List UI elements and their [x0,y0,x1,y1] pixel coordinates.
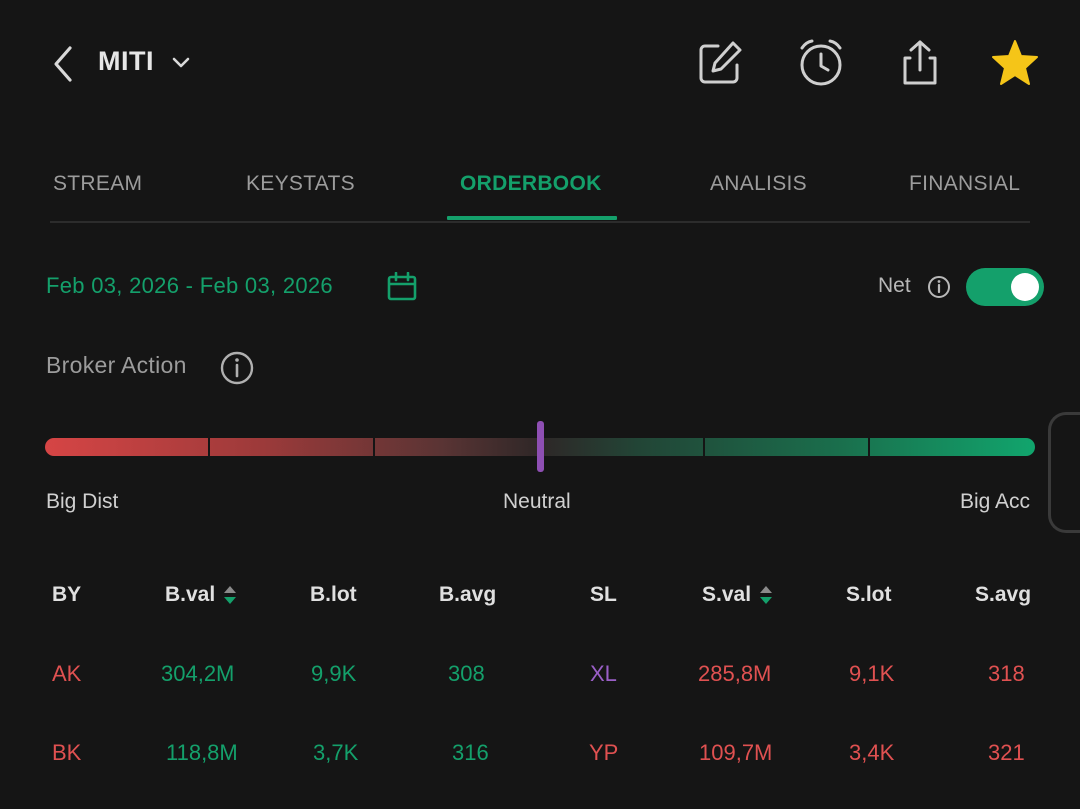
date-range[interactable]: Feb 03, 2026 - Feb 03, 2026 [46,273,333,298]
sort-icon [760,586,773,605]
share-button[interactable] [896,38,944,88]
gauge-label-big-acc: Big Acc [960,490,1031,513]
tab-orderbook[interactable]: ORDERBOOK [460,172,602,195]
column-header-by: BY [52,583,82,606]
seller-code[interactable]: YP [589,740,619,765]
column-header-bavg: B.avg [439,583,497,606]
star-icon [992,40,1038,85]
tab-analisis[interactable]: ANALISIS [710,172,807,195]
watchlist-star-button[interactable] [990,38,1038,88]
sell-lot: 9,1K [849,661,895,686]
column-header-blot: B.lot [310,583,357,606]
back-icon [54,46,72,82]
sort-icon [224,586,237,605]
column-header-savg: S.avg [975,583,1032,606]
alarm-button[interactable] [797,38,845,88]
net-label: Net [878,274,911,297]
toggle-knob [1011,273,1039,301]
column-header-sval-label: S.val [702,583,752,606]
buy-average: 308 [448,661,485,686]
ticker-symbol[interactable]: MITI [98,46,154,76]
tab-divider [50,221,1030,223]
column-header-slot: S.lot [846,583,892,606]
net-toggle[interactable] [966,268,1044,306]
chevron-down-icon [172,57,190,68]
tab-finansial[interactable]: FINANSIAL [909,172,1021,195]
active-tab-indicator [447,216,617,220]
gauge-segment-divider [373,438,375,456]
buyer-code[interactable]: BK [52,740,82,765]
column-header-sl: SL [590,583,617,606]
column-header-sval[interactable]: S.val [702,583,773,607]
side-panel-handle[interactable] [1048,412,1080,533]
gauge-marker [536,421,544,472]
column-header-bval-label: B.val [165,583,216,606]
sell-value: 285,8M [698,661,772,686]
sell-value: 109,7M [699,740,773,765]
info-icon [220,351,254,385]
sell-average: 318 [988,661,1025,686]
gauge-segment-divider [868,438,870,456]
tab-keystats[interactable]: KEYSTATS [246,172,355,195]
broker-action-title: Broker Action [46,352,187,378]
seller-code[interactable]: XL [590,661,617,686]
gauge-label-big-dist: Big Dist [46,490,119,513]
buy-value: 118,8M [166,740,238,765]
edit-icon [699,41,742,84]
tab-stream[interactable]: STREAM [53,172,143,195]
buyer-code[interactable]: AK [52,661,82,686]
info-icon [928,276,950,298]
gauge-label-neutral: Neutral [503,490,571,513]
buy-value: 304,2M [161,661,235,686]
sell-average: 321 [988,740,1025,765]
column-header-bval[interactable]: B.val [165,583,237,607]
buy-lot: 3,7K [313,740,359,765]
calendar-button[interactable] [386,271,418,302]
edit-button[interactable] [696,38,744,88]
alarm-icon [800,39,842,86]
sell-lot: 3,4K [849,740,895,765]
net-info-button[interactable] [927,275,951,299]
ticker-dropdown[interactable] [170,52,192,74]
broker-action-info-button[interactable] [219,350,255,386]
back-button[interactable] [48,44,84,84]
buy-average: 316 [452,740,489,765]
buy-lot: 9,9K [311,661,357,686]
gauge-segment-divider [703,438,705,456]
calendar-icon [387,271,417,301]
gauge-segment-divider [208,438,210,456]
share-icon [903,40,937,85]
